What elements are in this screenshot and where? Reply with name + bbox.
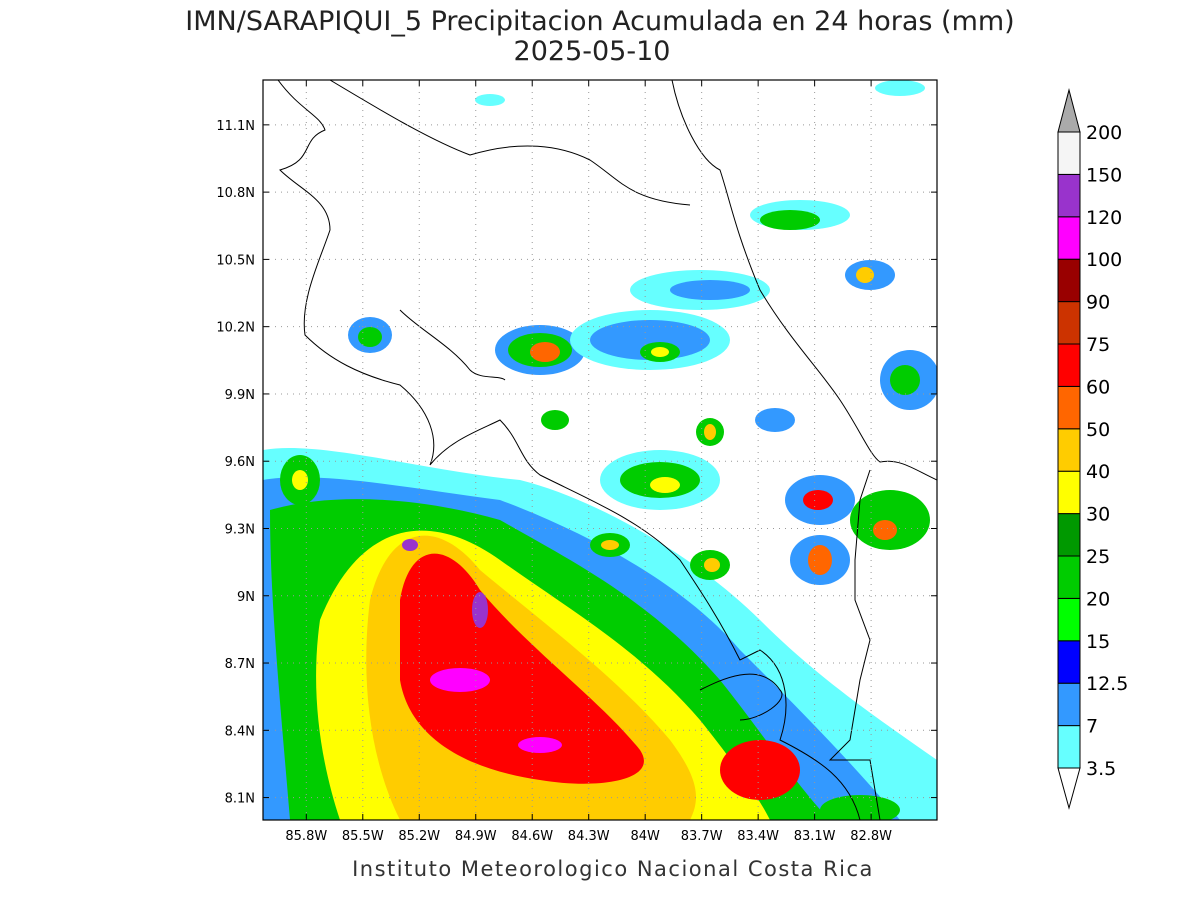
lat-tick-label: 10.8N — [216, 186, 255, 201]
lon-tick-label: 83.4W — [737, 829, 779, 844]
colorbar-cell — [1057, 682, 1081, 727]
lat-tick-label: 9.9N — [225, 388, 255, 403]
colorbar-cell — [1057, 428, 1081, 472]
colorbar-label: 40 — [1086, 461, 1110, 483]
plot-frame — [262, 79, 938, 821]
colorbar-cell — [1057, 470, 1081, 515]
colorbar-cell — [1057, 555, 1081, 599]
lat-tick-label: 10.5N — [216, 253, 255, 268]
colorbar-cell — [1057, 597, 1081, 642]
lat-tick-label: 8.1N — [225, 792, 255, 807]
colorbar-cell — [1057, 513, 1081, 557]
lon-tick-label: 84.6W — [511, 829, 553, 844]
lon-tick-label: 85.2W — [398, 829, 440, 844]
colorbar-cell — [1057, 216, 1081, 260]
lon-tick-label: 84.9W — [455, 829, 497, 844]
colorbar-label: 50 — [1086, 419, 1110, 441]
lat-tick-label: 8.7N — [225, 657, 255, 672]
coastlines — [277, 80, 937, 820]
colorbar-under — [1057, 767, 1081, 810]
lon-tick-label: 85.5W — [342, 829, 384, 844]
lat-tick-label: 9N — [237, 590, 255, 605]
lon-tick-label: 83.1W — [794, 829, 836, 844]
precip-field — [263, 80, 937, 820]
colorbar-cell — [1057, 640, 1081, 684]
lat-tick-label: 9.3N — [225, 522, 255, 537]
colorbar-label: 30 — [1086, 504, 1110, 526]
colorbar-cell — [1057, 301, 1081, 345]
colorbar-label: 15 — [1086, 631, 1110, 653]
footer: Instituto Meteorologico Nacional Costa R… — [352, 857, 874, 881]
colorbar-label: 100 — [1086, 249, 1122, 271]
lon-tick-label: 84.3W — [568, 829, 610, 844]
colorbar-cell — [1057, 173, 1081, 218]
colorbar-label: 20 — [1086, 588, 1110, 610]
colorbar-cell — [1057, 725, 1081, 769]
colorbar-cell — [1057, 385, 1081, 430]
lat-tick-label: 11.1N — [216, 119, 255, 134]
lon-tick-label: 85.8W — [285, 829, 327, 844]
subtitle: 2025-05-10 — [514, 36, 671, 67]
colorbar-cell — [1057, 258, 1081, 303]
colorbar-label: 200 — [1086, 122, 1122, 144]
title: IMN/SARAPIQUI_5 Precipitacion Acumulada … — [185, 6, 1014, 37]
colorbar-label: 60 — [1086, 376, 1110, 398]
colorbar-cell — [1057, 131, 1081, 175]
lon-tick-label: 84W — [630, 829, 660, 844]
colorbar-label: 3.5 — [1086, 758, 1116, 780]
colorbar-label: 75 — [1086, 334, 1110, 356]
lon-tick-label: 82.8W — [850, 829, 892, 844]
colorbar-label: 120 — [1086, 207, 1122, 229]
colorbar-label: 150 — [1086, 164, 1122, 186]
colorbar-label: 25 — [1086, 546, 1110, 568]
colorbar-label: 7 — [1086, 716, 1098, 738]
colorbar-cell — [1057, 343, 1081, 387]
lon-tick-label: 83.7W — [681, 829, 723, 844]
lat-tick-label: 8.4N — [225, 724, 255, 739]
lat-tick-label: 10.2N — [216, 321, 255, 336]
colorbar-label: 90 — [1086, 292, 1110, 314]
colorbar-over — [1057, 88, 1081, 133]
lat-tick-label: 9.6N — [225, 455, 255, 470]
colorbar-label: 12.5 — [1086, 673, 1128, 695]
